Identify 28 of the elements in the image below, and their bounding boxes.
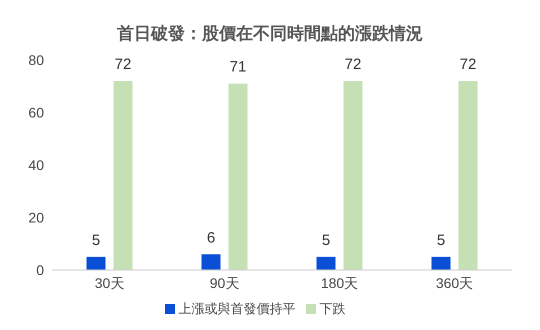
bar [202, 254, 220, 270]
data-label: 71 [230, 58, 246, 76]
chart-title: 首日破發：股價在不同時間點的漲跌情況 [116, 23, 424, 45]
y-tick-label: 20 [28, 209, 44, 226]
data-label: 72 [344, 56, 362, 73]
y-tick-label: 60 [28, 104, 44, 120]
data-label: 72 [460, 56, 476, 73]
data-label: 5 [322, 232, 330, 249]
bar [316, 256, 336, 270]
bar [114, 81, 132, 270]
bar [458, 81, 478, 270]
data-label: 72 [114, 56, 132, 73]
bar [228, 84, 248, 270]
x-tick-label: 30天 [94, 274, 124, 291]
y-tick-label: 0 [36, 262, 44, 278]
data-label: 6 [206, 229, 216, 246]
bar [344, 81, 362, 270]
bar [432, 256, 450, 270]
bar [86, 256, 106, 270]
y-tick-label: 40 [28, 156, 44, 173]
y-tick-label: 80 [28, 52, 44, 68]
x-tick-label: 90天 [210, 274, 240, 291]
legend-label: 上漲或與首發價持平 [178, 301, 296, 316]
x-tick-label: 360天 [436, 274, 474, 291]
legend-label: 下跌 [320, 301, 346, 316]
data-label: 5 [436, 232, 446, 249]
x-tick-label: 180天 [320, 274, 358, 291]
data-label: 5 [92, 232, 100, 249]
